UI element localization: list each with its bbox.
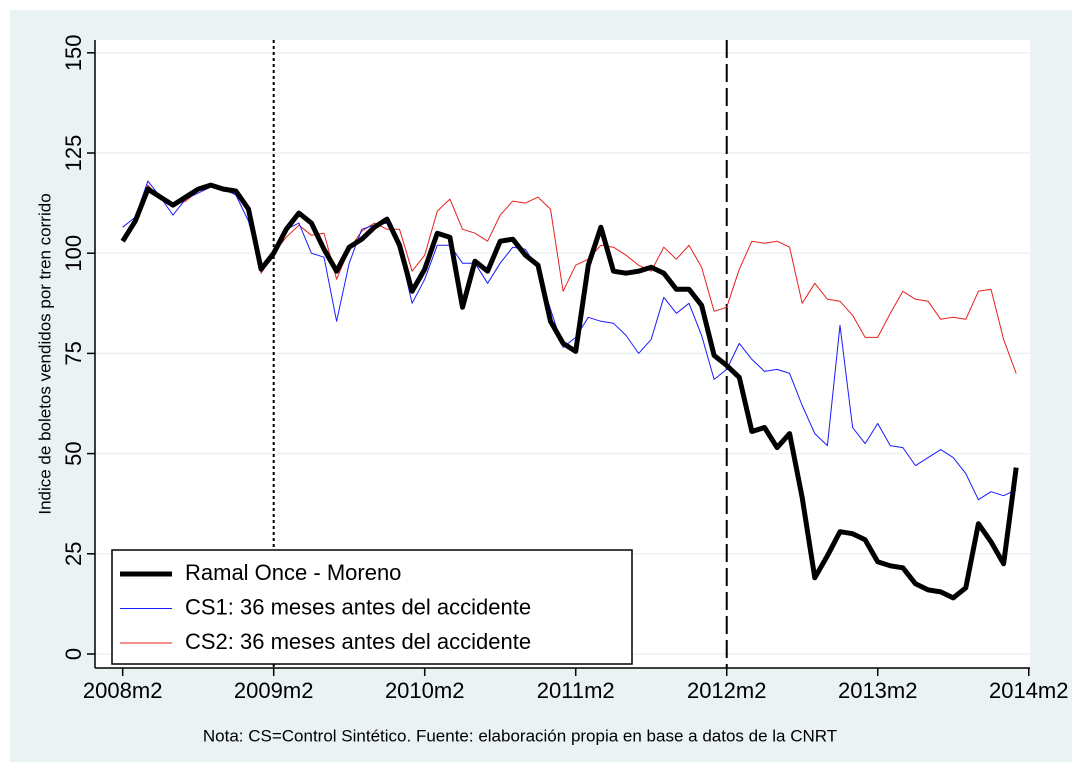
x-tick-label: 2008m2: [83, 678, 163, 703]
legend-label: CS1: 36 meses antes del accidente: [185, 594, 531, 619]
series-line: [120, 182, 1019, 601]
y-tick-label: 150: [61, 34, 86, 71]
y-tick-label: 75: [61, 341, 86, 365]
y-tick-label: 125: [61, 135, 86, 172]
x-tick-label: 2011m2: [537, 678, 615, 703]
x-tick-label: 2012m2: [687, 678, 767, 703]
legend-box: [111, 549, 633, 665]
legend-label: CS2: 36 meses antes del accidente: [185, 629, 531, 654]
y-tick-label: 25: [61, 542, 86, 566]
x-tick-label: 2009m2: [234, 678, 314, 703]
x-tick-label: 2010m2: [385, 678, 465, 703]
x-tick-label: 2013m2: [838, 678, 918, 703]
y-tick-label: 50: [61, 441, 86, 465]
note: Nota: CS=Control Sintético. Fuente: elab…: [203, 726, 837, 745]
y-tick-label: 0: [61, 648, 86, 660]
legend: Ramal Once - Moreno CS1: 36 meses antes d…: [111, 549, 633, 665]
legend-label: Ramal Once - Moreno: [185, 560, 401, 585]
x-tick-label: 2014m2: [989, 678, 1069, 703]
y-tick-label: 100: [61, 235, 86, 272]
y-axis-label: Indice de boletos vendidos por tren corr…: [35, 193, 54, 514]
